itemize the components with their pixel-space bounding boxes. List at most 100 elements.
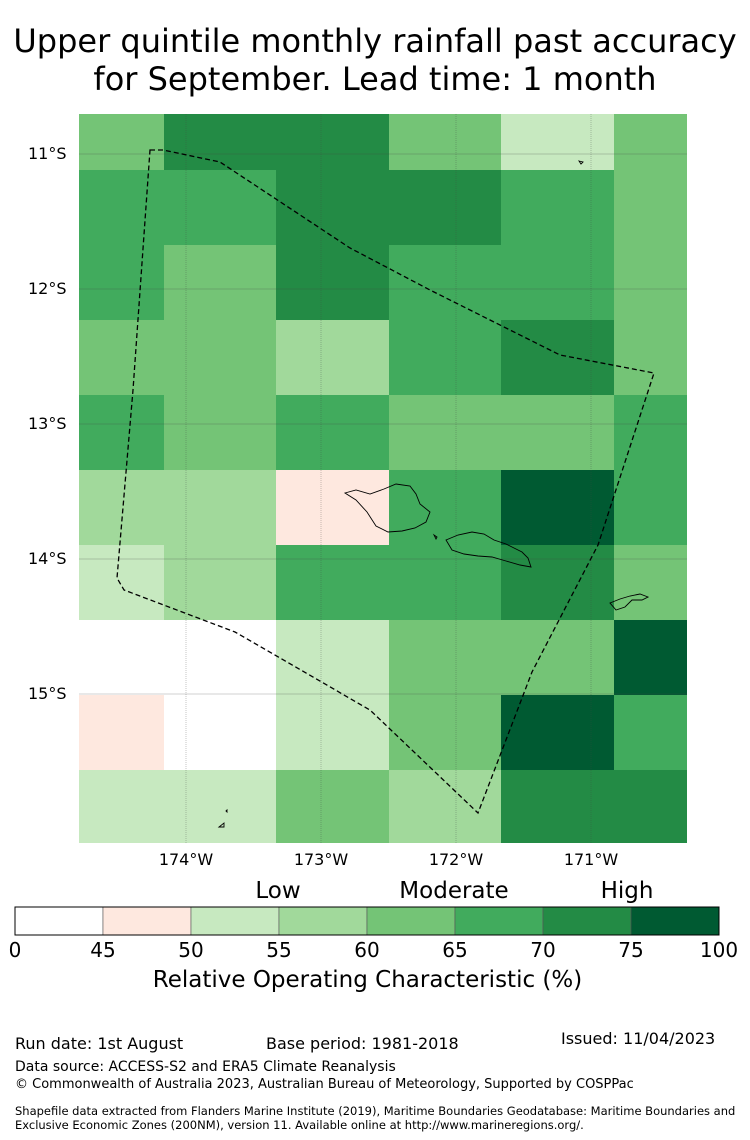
- grid-cell: [614, 170, 687, 245]
- category-moderate: Moderate: [399, 878, 509, 904]
- grid-cell: [276, 245, 389, 320]
- grid-cell: [164, 395, 276, 470]
- colorbar-tick: 0: [8, 938, 22, 962]
- colorbar-tick: 55: [266, 938, 292, 962]
- island-upolu: [445, 531, 532, 568]
- island-small-sw2: [225, 808, 228, 814]
- colorbar: [14, 906, 720, 936]
- eez-boundary: [116, 149, 655, 815]
- data-source: Data source: ACCESS-S2 and ERA5 Climate …: [15, 1059, 396, 1075]
- grid-cell: [276, 545, 389, 620]
- grid-cell: [79, 114, 164, 170]
- grid-cell: [164, 320, 276, 395]
- colorbar-tick: 75: [618, 938, 644, 962]
- colorbar-outline: [14, 906, 720, 936]
- grid-cell: [276, 395, 389, 470]
- grid-cell: [276, 170, 389, 245]
- grid-cell: [276, 114, 389, 170]
- grid-cell: [501, 620, 614, 695]
- lat-label-12s: 12°S: [28, 279, 67, 298]
- shapefile-credit: Shapefile data extracted from Flanders M…: [15, 1104, 736, 1132]
- grid-cell: [276, 770, 389, 843]
- island-manono: [432, 533, 438, 541]
- grid-cell: [389, 245, 501, 320]
- colorbar-tick: 70: [530, 938, 556, 962]
- grid-cell: [79, 770, 164, 843]
- colorbar-segment: [542, 906, 632, 936]
- grid-cell: [276, 320, 389, 395]
- grid-cell: [614, 114, 687, 170]
- grid-cell: [164, 695, 276, 770]
- lat-label-13s: 13°S: [28, 414, 67, 433]
- grid-cell: [164, 770, 276, 843]
- colorbar-segment: [14, 906, 104, 936]
- colorbar-segment: [454, 906, 544, 936]
- colorbar-tick: 50: [178, 938, 204, 962]
- title-line-2: for September. Lead time: 1 month: [93, 60, 657, 98]
- grid-cell: [501, 170, 614, 245]
- grid-cell: [164, 114, 276, 170]
- copyright: © Commonwealth of Australia 2023, Austra…: [15, 1077, 634, 1092]
- grid-cell: [614, 245, 687, 320]
- lon-label-171w: 171°W: [563, 850, 619, 869]
- grid-cell: [164, 470, 276, 545]
- grid-cell: [389, 170, 501, 245]
- grid-cell: [501, 770, 614, 843]
- grid-cell: [501, 545, 614, 620]
- colorbar-segment: [190, 906, 280, 936]
- grid-cell: [79, 695, 164, 770]
- grid-cell: [614, 620, 687, 695]
- grid-cell: [389, 114, 501, 170]
- coastline: [217, 160, 650, 828]
- grid-cell: [276, 620, 389, 695]
- grid-cell: [389, 395, 501, 470]
- grid-cell: [276, 470, 389, 545]
- run-date: Run date: 1st August: [15, 1034, 184, 1053]
- category-high: High: [600, 878, 654, 904]
- chart-title: Upper quintile monthly rainfall past acc…: [0, 22, 750, 98]
- grid-cell: [79, 470, 164, 545]
- grid-cell: [164, 620, 276, 695]
- island-savaii: [343, 483, 431, 533]
- grid-cell: [389, 695, 501, 770]
- grid-cell: [501, 320, 614, 395]
- grid-cell: [164, 245, 276, 320]
- grid-cell: [389, 770, 501, 843]
- colorbar-tick: 45: [90, 938, 116, 962]
- colorbar-segment: [278, 906, 368, 936]
- grid-cell: [614, 545, 687, 620]
- grid-cell: [614, 395, 687, 470]
- island-small-sw: [217, 822, 225, 828]
- category-low: Low: [255, 878, 301, 904]
- colorbar-segment: [366, 906, 456, 936]
- colorbar-title: Relative Operating Characteristic (%): [152, 967, 583, 993]
- graticule: [79, 114, 687, 843]
- grid-cell: [389, 320, 501, 395]
- grid-cell: [79, 620, 164, 695]
- island-swains: [577, 160, 584, 165]
- grid-cell: [79, 320, 164, 395]
- grid-cell: [614, 470, 687, 545]
- base-period: Base period: 1981-2018: [266, 1034, 459, 1053]
- lon-label-174w: 174°W: [158, 850, 214, 869]
- lat-label-11s: 11°S: [28, 144, 67, 163]
- grid-cell: [389, 545, 501, 620]
- colorbar-segment: [630, 906, 720, 936]
- colorbar-tick: 65: [442, 938, 468, 962]
- grid-cell: [389, 470, 501, 545]
- grid-cell: [79, 170, 164, 245]
- title-line-1: Upper quintile monthly rainfall past acc…: [13, 22, 737, 60]
- grid-cell: [614, 695, 687, 770]
- lat-label-15s: 15°S: [28, 684, 67, 703]
- colorbar-segment: [102, 906, 192, 936]
- lat-label-14s: 14°S: [28, 549, 67, 568]
- grid-cell: [164, 170, 276, 245]
- grid-cell: [614, 770, 687, 843]
- grid-cell: [79, 245, 164, 320]
- grid-cell: [164, 545, 276, 620]
- grid-cell: [276, 695, 389, 770]
- colorbar-tick: 100: [699, 938, 739, 962]
- grid-cell: [501, 470, 614, 545]
- colorbar-tick: 60: [354, 938, 380, 962]
